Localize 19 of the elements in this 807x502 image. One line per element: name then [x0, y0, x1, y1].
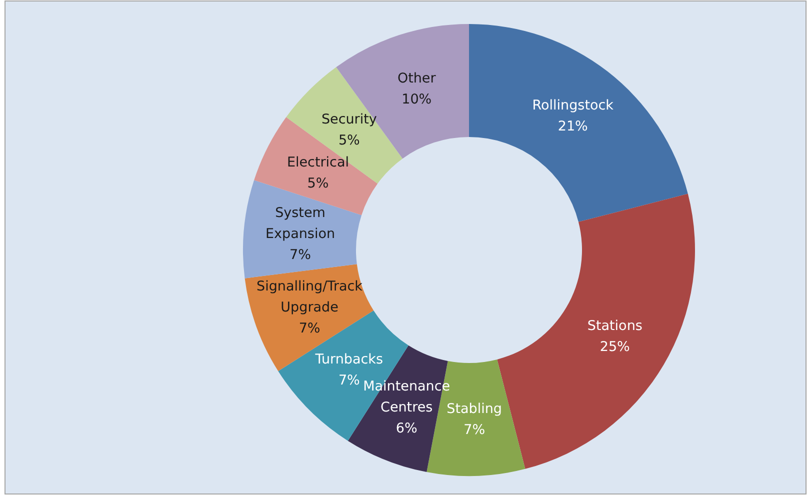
data-label: 6% — [396, 420, 418, 437]
data-label: 7% — [338, 372, 360, 388]
slice-label: Electrical — [286, 154, 350, 171]
data-label: 5% — [307, 176, 329, 192]
slice-label: Signalling/Track Upgrade — [256, 278, 363, 316]
data-label: 21% — [558, 118, 588, 135]
slice-label: Turnbacks — [314, 351, 384, 368]
data-label: 7% — [298, 320, 320, 336]
data-label: 7% — [464, 422, 486, 438]
slice-label: Security — [321, 112, 377, 128]
data-label: 7% — [290, 247, 312, 264]
slice-label: Other — [397, 70, 436, 86]
data-label: 5% — [338, 132, 360, 149]
data-label: 25% — [600, 338, 630, 355]
data-label: 10% — [402, 91, 432, 108]
slice-label: System Expansion — [265, 205, 336, 242]
slice-label: Rollingstock — [532, 98, 614, 114]
donut-slice — [469, 24, 688, 222]
slice-label: Stations — [587, 318, 642, 334]
